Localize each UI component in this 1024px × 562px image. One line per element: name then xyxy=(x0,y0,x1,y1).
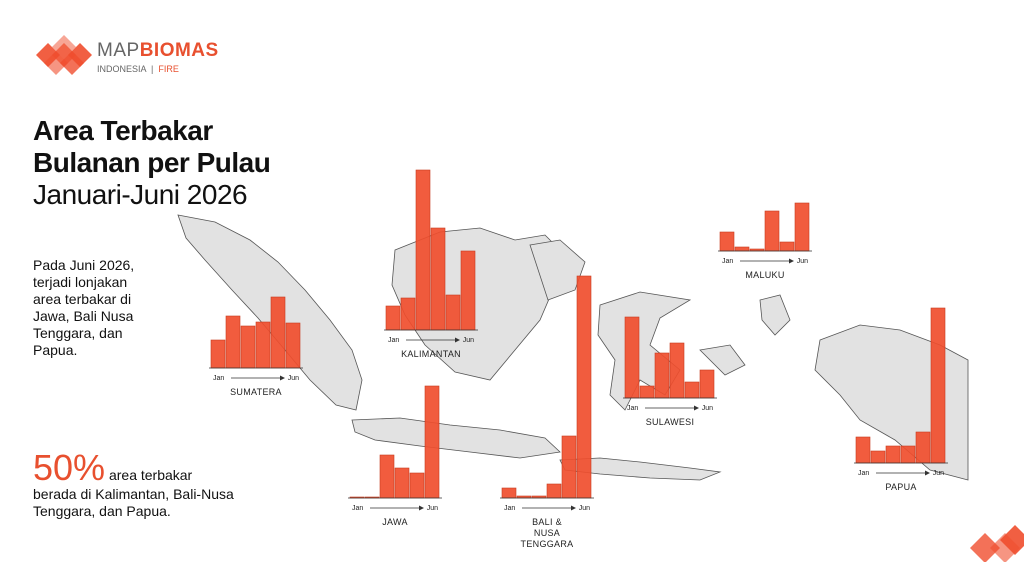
bar xyxy=(576,275,592,499)
desc-line: area terbakar di xyxy=(33,291,132,307)
bar xyxy=(430,227,446,331)
bar xyxy=(885,445,901,464)
bar xyxy=(546,483,562,499)
bar xyxy=(699,369,715,399)
highlight-line: berada di Kalimantan, Bali-Nusa xyxy=(33,486,234,502)
description: Pada Juni 2026, terjadi lonjakan area te… xyxy=(33,257,134,359)
bar xyxy=(379,454,395,499)
highlight-line: Tenggara, dan Papua. xyxy=(33,503,171,519)
bar xyxy=(225,315,241,369)
x-tick-label: Jun xyxy=(463,337,474,344)
chart-title: BALI & xyxy=(532,517,562,527)
highlight: 50% area terbakar berada di Kalimantan, … xyxy=(33,450,234,520)
corner-decoration xyxy=(970,525,1024,562)
bar xyxy=(669,342,685,399)
arrow-head xyxy=(571,505,576,511)
bar xyxy=(270,296,286,369)
bar xyxy=(719,231,735,252)
bar xyxy=(639,385,655,399)
subtitle: Januari-Juni 2026 xyxy=(33,179,248,210)
bar xyxy=(255,321,271,369)
arrow-head xyxy=(455,337,460,343)
desc-line: Papua. xyxy=(33,342,78,358)
bar xyxy=(394,467,410,499)
x-tick-label: Jun xyxy=(797,258,808,265)
bar xyxy=(409,472,425,499)
bar xyxy=(684,381,700,399)
bar xyxy=(424,385,440,499)
arrow-head xyxy=(280,375,285,381)
bar xyxy=(415,169,431,331)
bar xyxy=(285,322,301,369)
x-tick-label: Jan xyxy=(627,405,638,412)
x-tick-label: Jan xyxy=(858,470,869,477)
title-line: Area Terbakar xyxy=(33,115,213,146)
arrow-head xyxy=(694,405,699,411)
bar xyxy=(855,436,871,464)
bar xyxy=(445,294,461,331)
logo-region: INDONESIA xyxy=(97,64,147,74)
bar xyxy=(734,246,750,252)
bar xyxy=(794,202,810,252)
chart-title: SUMATERA xyxy=(230,387,282,397)
x-tick-label: Jan xyxy=(352,505,363,512)
chart-title: JAWA xyxy=(382,517,408,527)
bar xyxy=(900,445,916,464)
bar xyxy=(624,316,640,399)
logo-text: MAPBIOMAS xyxy=(97,40,219,62)
bar xyxy=(870,450,886,464)
x-tick-label: Jun xyxy=(288,375,299,382)
bar xyxy=(240,325,256,369)
desc-line: Pada Juni 2026, xyxy=(33,257,135,273)
bar xyxy=(561,435,577,499)
highlight-figure: 50% xyxy=(33,447,106,488)
x-tick-label: Jun xyxy=(702,405,713,412)
bar xyxy=(764,210,780,252)
desc-line: terjadi lonjakan xyxy=(33,274,128,290)
arrow-head xyxy=(789,258,794,264)
x-tick-label: Jun xyxy=(427,505,438,512)
logo-bold: BIOMAS xyxy=(139,40,219,61)
bar xyxy=(460,250,476,331)
arrow-head xyxy=(419,505,424,511)
desc-line: Tenggara, dan xyxy=(33,325,123,341)
highlight-text: area terbakar xyxy=(108,467,193,483)
x-tick-label: Jan xyxy=(388,337,399,344)
chart-title: SULAWESI xyxy=(646,417,695,427)
logo-sub: INDONESIA | FIRE xyxy=(97,64,179,74)
bar xyxy=(385,305,401,331)
arrow-head xyxy=(925,470,930,476)
title-line: Bulanan per Pulau xyxy=(33,147,271,178)
bar xyxy=(779,241,795,252)
chart-title: KALIMANTAN xyxy=(401,349,461,359)
desc-line: Jawa, Bali Nusa xyxy=(33,308,134,324)
chart-title: PAPUA xyxy=(885,482,916,492)
bar xyxy=(930,307,946,464)
x-tick-label: Jan xyxy=(722,258,733,265)
logo-light: MAP xyxy=(97,40,140,61)
x-tick-label: Jun xyxy=(933,470,944,477)
bar xyxy=(210,339,226,369)
x-tick-label: Jan xyxy=(504,505,515,512)
chart-title: MALUKU xyxy=(745,270,784,280)
chart-title: NUSA xyxy=(534,528,560,538)
bar xyxy=(400,297,416,331)
logo-theme: FIRE xyxy=(158,64,179,74)
x-tick-label: Jun xyxy=(579,505,590,512)
bar xyxy=(501,487,517,499)
bar xyxy=(915,431,931,464)
chart-title: TENGGARA xyxy=(521,539,574,549)
logo-mark xyxy=(36,35,92,75)
x-tick-label: Jan xyxy=(213,375,224,382)
bar xyxy=(654,352,670,399)
title: Area Terbakar Bulanan per Pulau Januari-… xyxy=(33,115,271,211)
